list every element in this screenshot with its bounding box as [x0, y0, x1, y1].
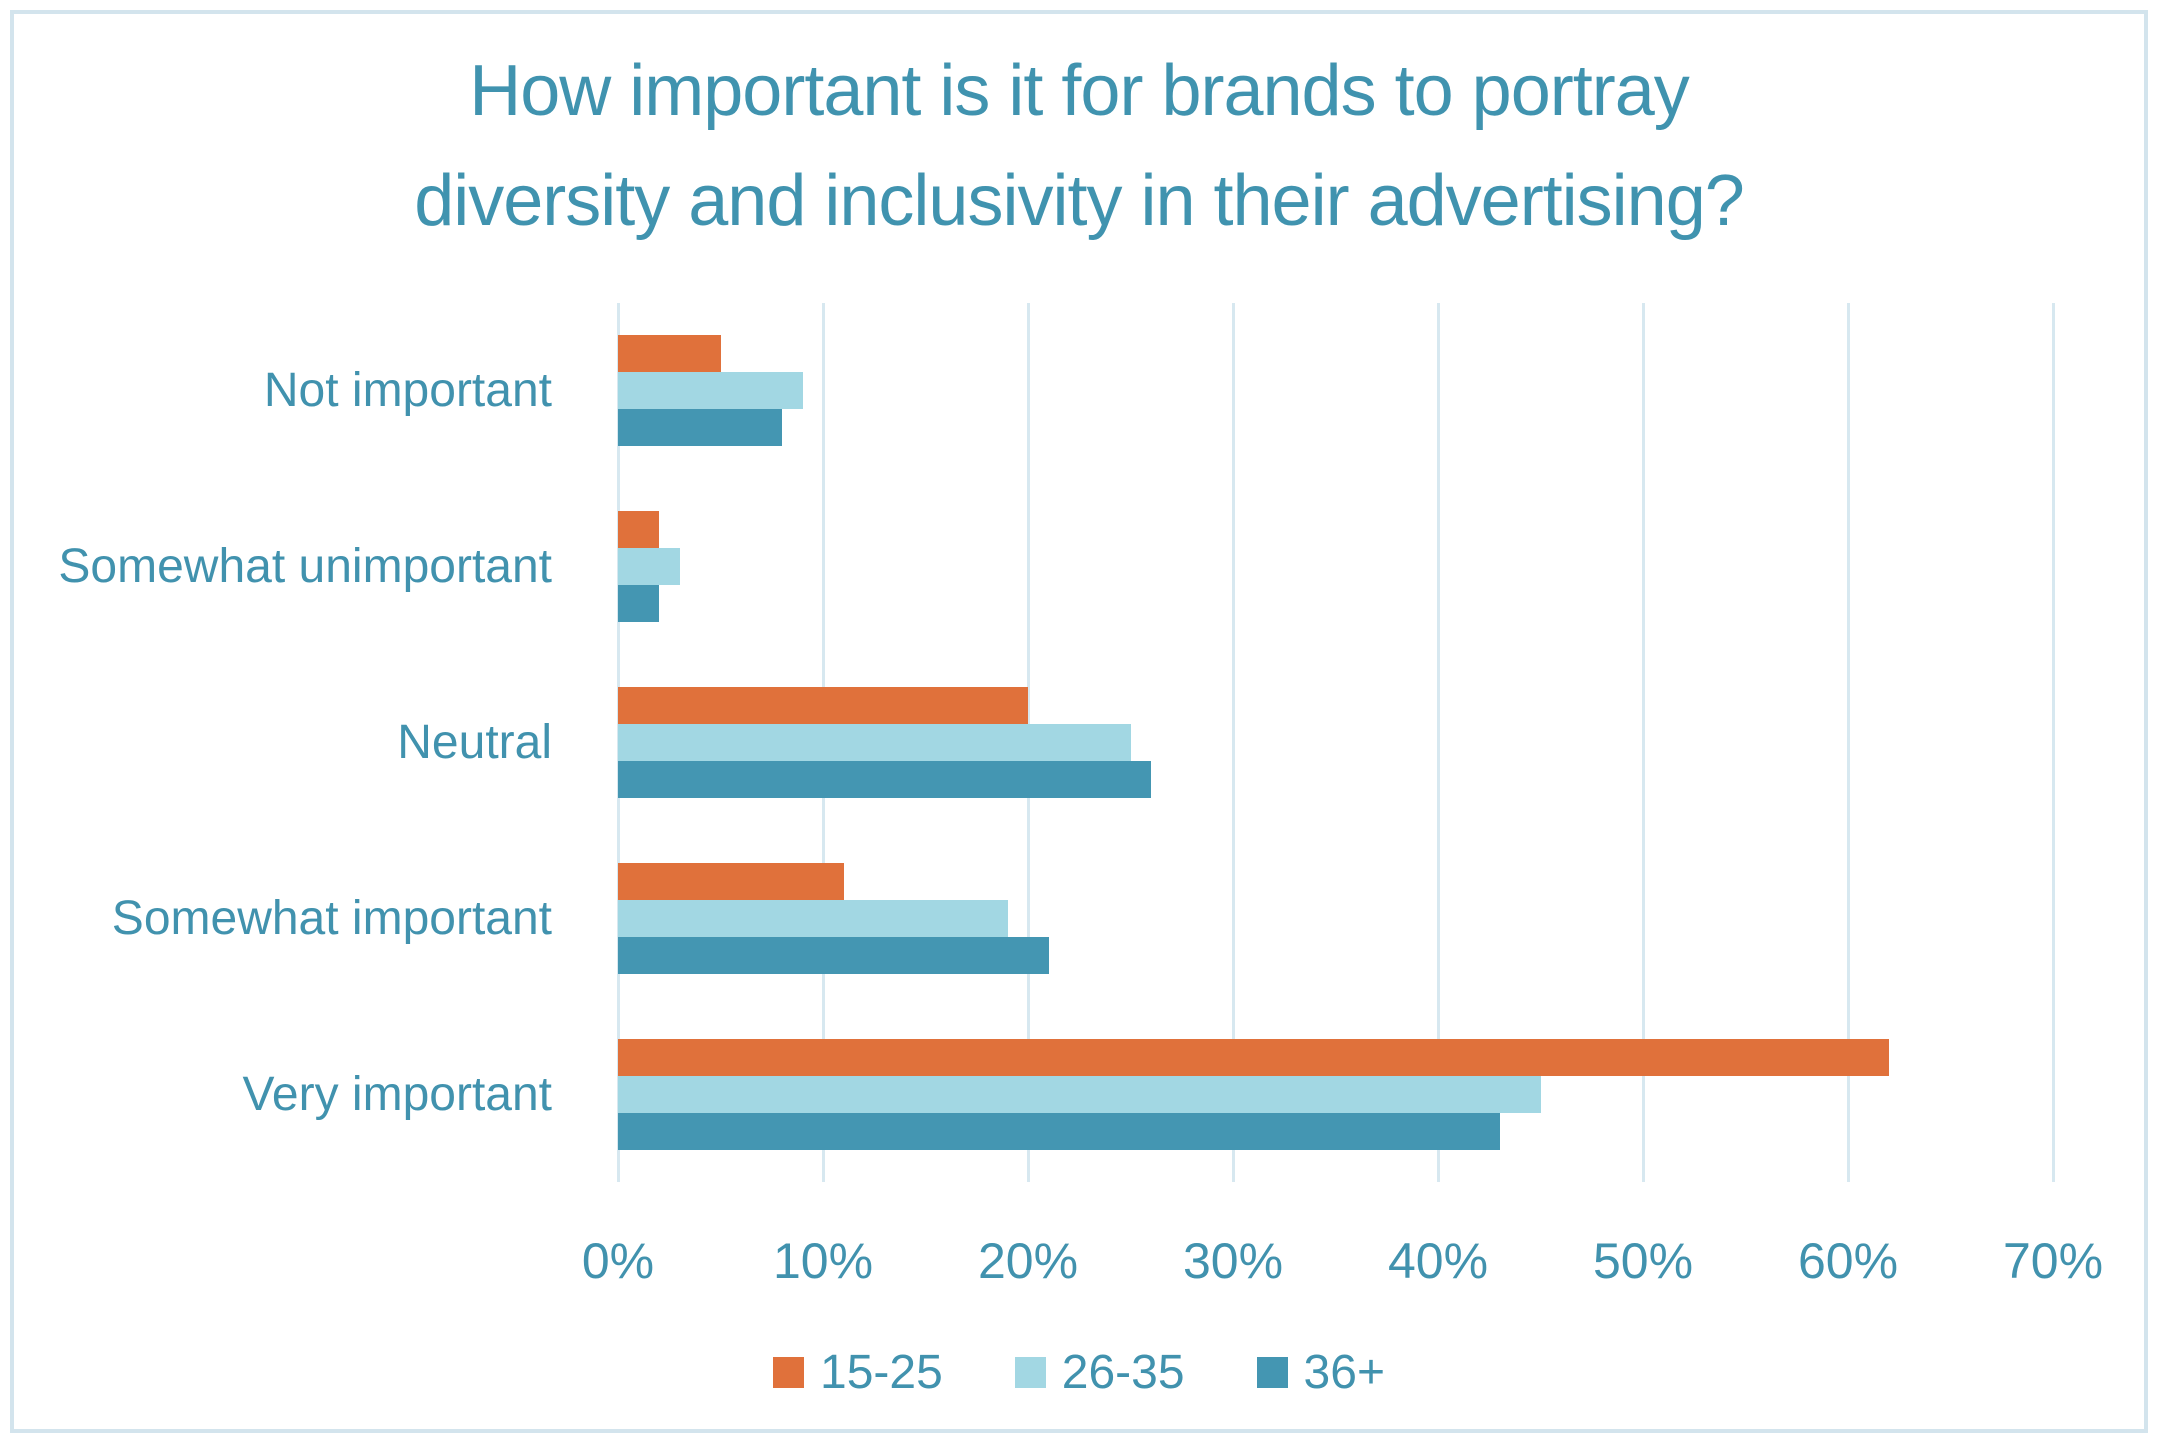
legend-swatch-15-25: [773, 1357, 805, 1388]
x-tick-label-0: 0%: [581, 1233, 655, 1289]
legend-label-15-25: 15-25: [820, 1346, 943, 1399]
x-tick-label-60: 60%: [1797, 1233, 1899, 1289]
x-tick-label-30: 30%: [1182, 1233, 1284, 1289]
x-tick-label-70: 70%: [2002, 1233, 2104, 1289]
bar-15-25-somewhat-important: [618, 862, 844, 900]
bar-group-somewhat-unimportant: [618, 479, 2053, 655]
bar-26-35-very-important: [618, 1075, 1541, 1113]
chart-title: How important is it for brands to portra…: [0, 36, 2158, 256]
bar-36+-somewhat-unimportant: [618, 585, 659, 623]
bar-36+-somewhat-important: [618, 936, 1049, 974]
chart-title-line-2: diversity and inclusivity in their adver…: [414, 161, 1745, 241]
category-axis: Not important Somewhat unimportant Neutral…: [0, 303, 585, 1182]
x-tick-label-10: 10%: [772, 1233, 874, 1289]
category-label-somewhat-important: Somewhat important: [111, 891, 552, 945]
legend: 15-25 26-35 36+: [0, 1345, 2158, 1400]
gridline-40: [1437, 303, 1440, 1182]
bar-15-25-not-important: [618, 335, 721, 373]
gridline-30: [1232, 303, 1235, 1182]
bar-group-not-important: [618, 303, 2053, 479]
gridline-60: [1847, 303, 1850, 1182]
category-label-not-important: Not important: [263, 364, 552, 418]
gridline-70: [2052, 303, 2055, 1182]
category-label-somewhat-unimportant: Somewhat unimportant: [58, 540, 552, 594]
bar-36+-not-important: [618, 409, 782, 447]
x-axis: 0% 10% 20% 30% 40% 50% 60% 70%: [582, 1232, 2103, 1296]
bar-15-25-neutral: [618, 686, 1028, 724]
legend-item-26-35: 26-35: [1014, 1345, 1185, 1400]
bar-15-25-somewhat-unimportant: [618, 511, 659, 549]
x-tick-label-50: 50%: [1592, 1233, 1694, 1289]
bar-36+-very-important: [618, 1112, 1500, 1150]
bar-group-somewhat-important: [618, 830, 2053, 1006]
legend-swatch-36+: [1256, 1357, 1288, 1388]
legend-item-36+: 36+: [1256, 1345, 1385, 1400]
x-tick-label-40: 40%: [1387, 1233, 1489, 1289]
chart-title-line-1: How important is it for brands to portra…: [469, 51, 1690, 131]
bar-36+-neutral: [618, 760, 1151, 798]
bar-26-35-somewhat-unimportant: [618, 548, 680, 586]
category-label-neutral: Neutral: [397, 715, 552, 769]
bar-rows: [618, 303, 2053, 1182]
bar-26-35-neutral: [618, 723, 1131, 761]
bar-group-neutral: [618, 655, 2053, 831]
bar-26-35-not-important: [618, 372, 803, 410]
category-label-very-important: Very important: [242, 1067, 552, 1121]
x-tick-label-20: 20%: [977, 1233, 1079, 1289]
legend-item-15-25: 15-25: [773, 1345, 943, 1400]
legend-label-36+: 36+: [1303, 1346, 1385, 1399]
bar-15-25-very-important: [618, 1038, 1889, 1076]
legend-label-26-35: 26-35: [1061, 1346, 1185, 1399]
plot-area: [617, 303, 2055, 1182]
legend-swatch-26-35: [1014, 1357, 1046, 1388]
bar-26-35-somewhat-important: [618, 899, 1008, 937]
gridline-50: [1642, 303, 1645, 1182]
bar-group-very-important: [618, 1006, 2053, 1182]
